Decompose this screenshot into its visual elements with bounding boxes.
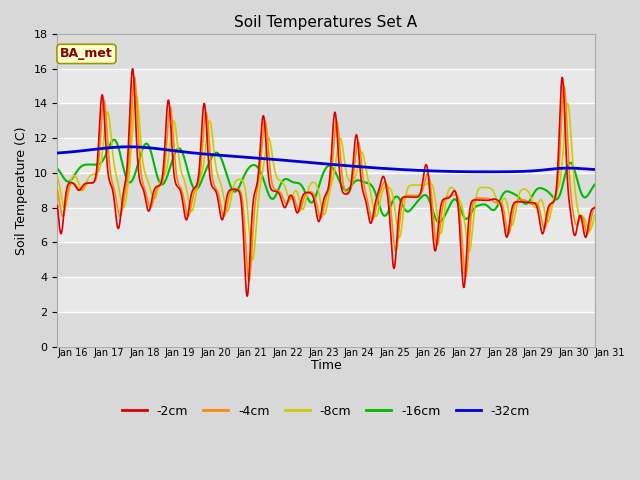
Bar [58,104,595,138]
Bar [58,312,595,347]
Bar [58,173,595,208]
Bar [58,208,595,242]
Title: Soil Temperatures Set A: Soil Temperatures Set A [234,15,417,30]
Bar [58,138,595,173]
Bar [58,69,595,104]
Y-axis label: Soil Temperature (C): Soil Temperature (C) [15,126,28,254]
Legend: -2cm, -4cm, -8cm, -16cm, -32cm: -2cm, -4cm, -8cm, -16cm, -32cm [116,400,535,423]
Text: BA_met: BA_met [60,48,113,60]
X-axis label: Time: Time [310,360,341,372]
Bar [58,277,595,312]
Bar [58,242,595,277]
Bar [58,34,595,69]
